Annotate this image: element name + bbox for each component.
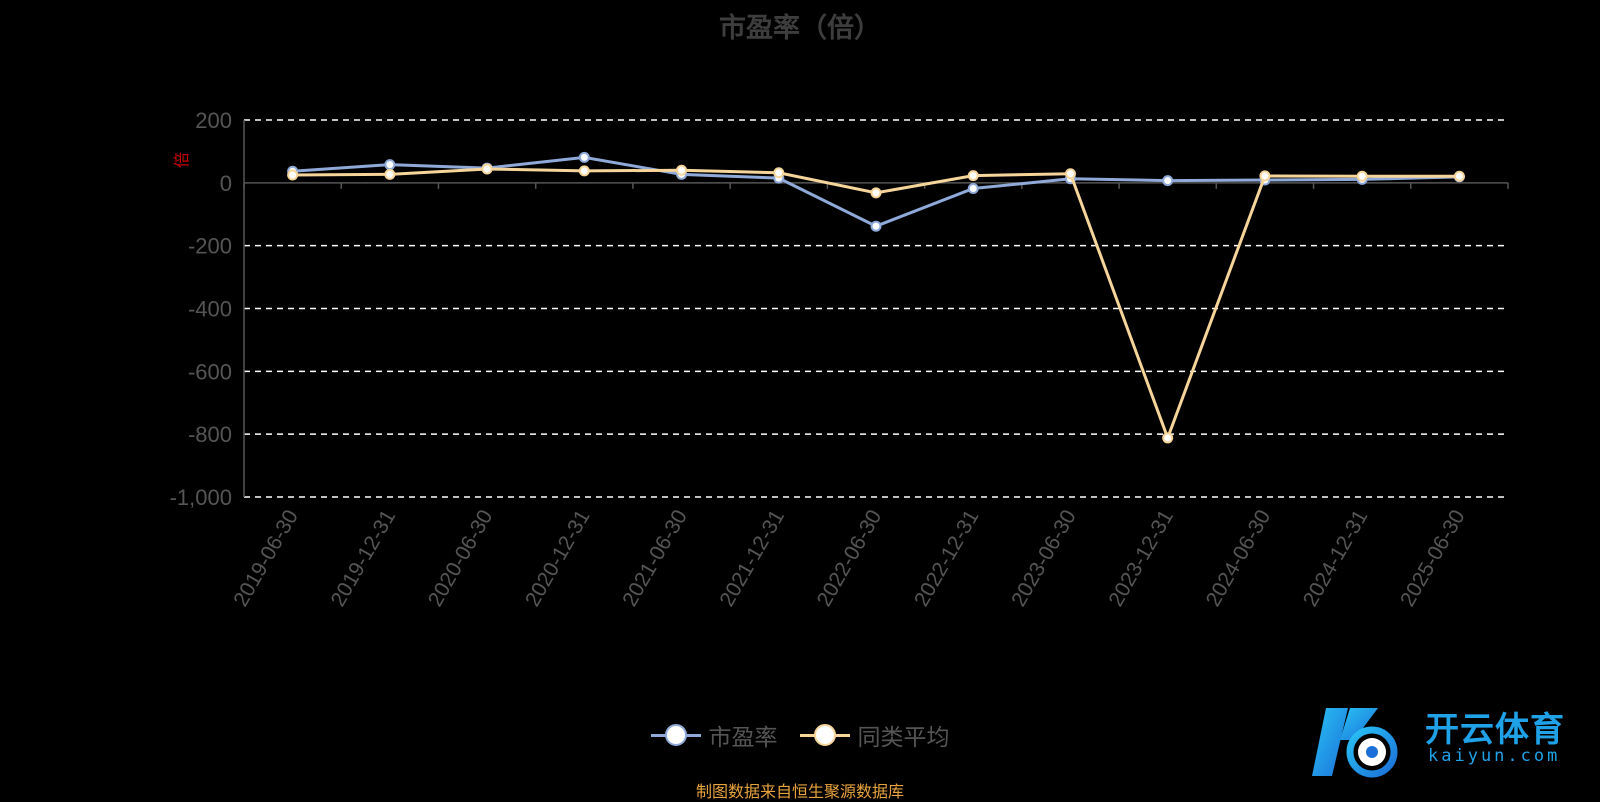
legend-label-pe: 市盈率 — [708, 725, 778, 751]
y-tick-label: -800 — [188, 422, 232, 447]
x-tick-label: 2024-06-30 — [1202, 506, 1276, 611]
y-axis-label: 倍 — [172, 152, 191, 168]
logo-mark-icon — [1312, 708, 1398, 778]
legend-marker-peer-avg — [799, 723, 850, 747]
chart-title: 市盈率（倍） — [719, 13, 881, 44]
data-point[interactable] — [287, 169, 299, 181]
logo-text-en: kaiyun.com — [1428, 746, 1561, 766]
y-tick-label: 200 — [195, 108, 232, 133]
y-tick-label: 0 — [220, 171, 232, 196]
data-point[interactable] — [578, 165, 590, 177]
series-layer — [287, 151, 1465, 444]
source-note: 制图数据来自恒生聚源数据库 — [695, 782, 904, 801]
y-tick-label: -200 — [188, 234, 232, 259]
data-point[interactable] — [870, 220, 882, 232]
x-tick-label: 2021-06-30 — [618, 506, 692, 611]
series-peer-avg — [287, 163, 1465, 444]
x-tick-label: 2024-12-31 — [1299, 506, 1373, 611]
data-point[interactable] — [870, 187, 882, 199]
y-tick-label: -1,000 — [170, 485, 232, 510]
data-point[interactable] — [578, 151, 590, 163]
data-point[interactable] — [1356, 170, 1368, 182]
y-axis-ticks: 200 0 -200 -400 -600 -800 -1,000 — [170, 108, 232, 510]
data-point[interactable] — [967, 182, 979, 194]
y-tick-label: -400 — [188, 297, 232, 322]
x-axis-ticks: 2019-06-30 2019-12-31 2020-06-30 2020-12-31… — [229, 182, 1509, 611]
y-tick-label: -600 — [188, 359, 232, 384]
data-point[interactable] — [773, 167, 785, 179]
legend-label-peer-avg: 同类平均 — [857, 725, 950, 751]
x-tick-label: 2022-06-30 — [813, 506, 887, 611]
series-line — [292, 167, 1460, 443]
logo-text-cn: 开云体育 — [1425, 710, 1565, 750]
x-tick-label: 2022-12-31 — [910, 506, 984, 611]
data-point[interactable] — [967, 170, 979, 182]
data-point[interactable] — [481, 163, 493, 175]
x-tick-label: 2020-06-30 — [424, 506, 498, 611]
data-point[interactable] — [1259, 170, 1271, 182]
x-tick-label: 2019-12-31 — [327, 506, 401, 611]
legend-marker-pe — [650, 723, 701, 747]
data-point[interactable] — [1453, 170, 1465, 182]
data-point[interactable] — [1064, 168, 1076, 180]
data-point[interactable] — [384, 159, 396, 171]
legend-item-peer-avg[interactable]: 同类平均 — [799, 718, 950, 752]
x-tick-label: 2021-12-31 — [715, 506, 789, 611]
data-point[interactable] — [384, 168, 396, 180]
kaiyun-logo: 开云体育 kaiyun.com — [1310, 700, 1595, 784]
x-tick-label: 2020-12-31 — [521, 506, 595, 611]
grid-lines — [244, 119, 1508, 498]
legend-item-pe[interactable]: 市盈率 — [650, 718, 778, 752]
x-tick-label: 2025-06-30 — [1396, 506, 1470, 611]
legend: 市盈率 同类平均 — [0, 718, 1600, 752]
x-tick-label: 2019-06-30 — [229, 506, 303, 611]
data-point[interactable] — [1162, 432, 1174, 444]
x-tick-label: 2023-06-30 — [1007, 506, 1081, 611]
x-tick-label: 2023-12-31 — [1104, 506, 1178, 611]
data-point[interactable] — [1162, 175, 1174, 187]
data-point[interactable] — [676, 164, 688, 176]
